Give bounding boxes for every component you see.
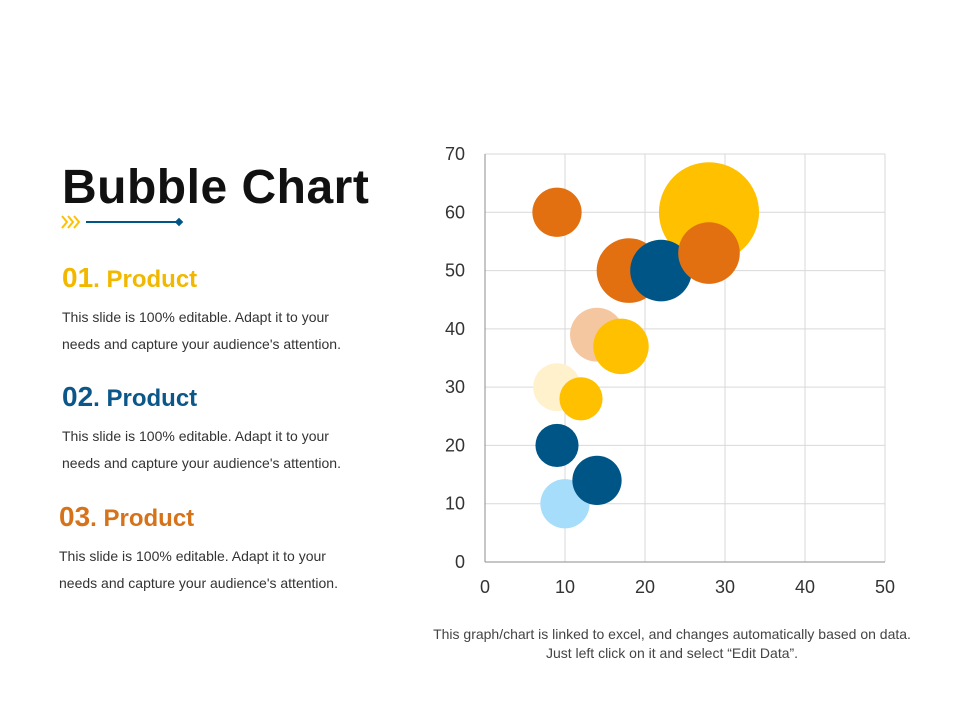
bubble-7 [593, 318, 649, 375]
bubble-12 [572, 455, 622, 506]
y-tick-label: 20 [445, 435, 465, 455]
bubble-chart: 0 10 20 30 40 50 60 70 0 10 20 30 40 50 [445, 144, 895, 597]
product-item-1: 01. Product This slide is 100% editable.… [62, 264, 362, 357]
y-tick-label: 50 [445, 261, 465, 281]
product-label-1: . Product [93, 266, 198, 293]
product-item-3: 03. Product This slide is 100% editable.… [59, 503, 359, 596]
y-tick-label: 60 [445, 202, 465, 222]
x-tick-label: 10 [555, 577, 575, 597]
chart-footer-note: This graph/chart is linked to excel, and… [433, 626, 911, 661]
product-description-1: This slide is 100% editable. Adapt it to… [62, 309, 341, 352]
product-item-2: 02. Product This slide is 100% editable.… [62, 383, 362, 476]
x-tick-label: 30 [715, 577, 735, 597]
bubble-2 [532, 187, 582, 237]
bubble-5 [678, 222, 740, 284]
double-chevron-icon [61, 215, 81, 229]
y-tick-label: 40 [445, 319, 465, 339]
product-label-2: . Product [93, 385, 198, 412]
product-number-1: 01 [62, 262, 94, 293]
product-number-3: 03 [59, 501, 91, 532]
product-description-3: This slide is 100% editable. Adapt it to… [59, 548, 338, 591]
y-tick-label: 70 [445, 144, 465, 164]
product-heading-1: 01. Product [62, 264, 362, 294]
bubble-9 [559, 377, 603, 421]
title-divider [61, 215, 184, 229]
x-tick-label: 50 [875, 577, 895, 597]
x-tick-label: 20 [635, 577, 655, 597]
y-tick-label: 30 [445, 377, 465, 397]
x-tick-label: 40 [795, 577, 815, 597]
bubble-10 [535, 423, 579, 467]
product-label-3: . Product [90, 505, 195, 532]
product-description-2: This slide is 100% editable. Adapt it to… [62, 428, 341, 471]
y-tick-label: 10 [445, 494, 465, 514]
bubble-4 [630, 239, 692, 302]
page-title: Bubble Chart [62, 161, 370, 214]
product-heading-3: 03. Product [59, 503, 359, 533]
x-tick-label: 0 [480, 577, 490, 597]
y-tick-label: 0 [455, 552, 465, 572]
product-number-2: 02 [62, 381, 94, 412]
product-heading-2: 02. Product [62, 383, 362, 413]
